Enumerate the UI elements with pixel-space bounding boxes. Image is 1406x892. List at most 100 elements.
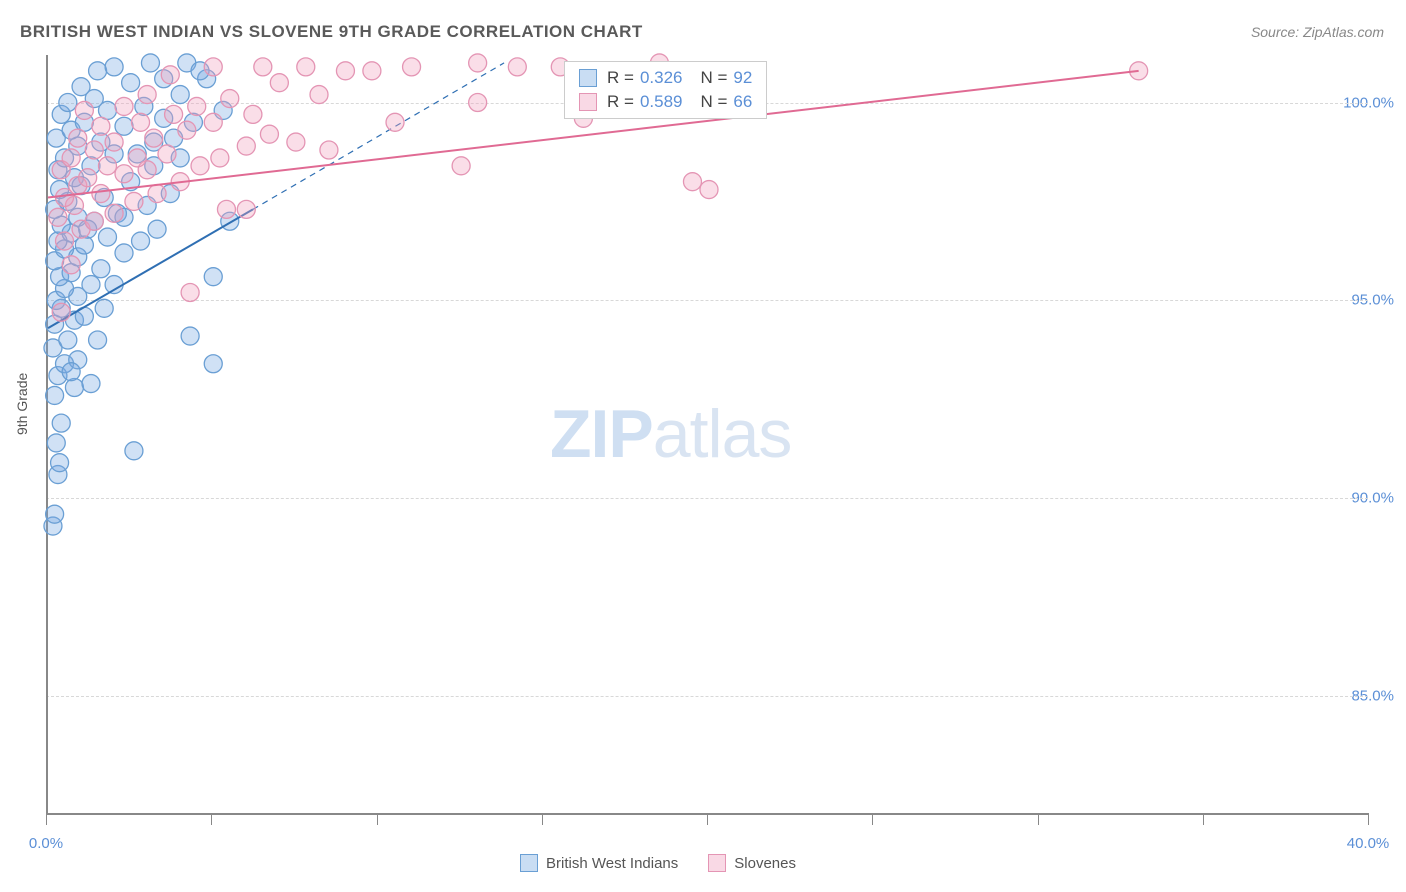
x-tick-label: 40.0% (1347, 835, 1390, 852)
n-value-0: 92 (733, 68, 752, 88)
scatter-point (89, 62, 107, 80)
legend-row-series-1: R = 0.589 N = 66 (565, 90, 766, 114)
scatter-point (148, 220, 166, 238)
scatter-point (65, 379, 83, 397)
series-legend: British West Indians Slovenes (520, 854, 796, 872)
scatter-point (171, 86, 189, 104)
scatter-point (105, 204, 123, 222)
scatter-point (46, 386, 64, 404)
scatter-point (122, 74, 140, 92)
scatter-point (125, 192, 143, 210)
scatter-point (89, 331, 107, 349)
scatter-point (204, 268, 222, 286)
scatter-point (181, 327, 199, 345)
r-value-0: 0.326 (640, 68, 683, 88)
scatter-point (204, 58, 222, 76)
legend-item-1: Slovenes (708, 854, 796, 872)
scatter-point (469, 94, 487, 112)
scatter-point (320, 141, 338, 159)
scatter-point (161, 66, 179, 84)
legend-label-0: British West Indians (546, 855, 678, 872)
scatter-point (62, 256, 80, 274)
scatter-point (51, 454, 69, 472)
scatter-point (469, 54, 487, 72)
legend-swatch-bottom-0 (520, 854, 538, 872)
scatter-point (211, 149, 229, 167)
legend-row-series-0: R = 0.326 N = 92 (565, 66, 766, 90)
scatter-point (254, 58, 272, 76)
scatter-point (181, 284, 199, 302)
scatter-point (59, 331, 77, 349)
scatter-point (132, 232, 150, 250)
legend-swatch-bottom-1 (708, 854, 726, 872)
scatter-point (700, 181, 718, 199)
scatter-point (297, 58, 315, 76)
scatter-point (56, 232, 74, 250)
source-attribution: Source: ZipAtlas.com (1251, 24, 1384, 40)
scatter-point (287, 133, 305, 151)
scatter-point (85, 141, 103, 159)
scatter-point (508, 58, 526, 76)
scatter-point (95, 299, 113, 317)
chart-plot-area (46, 55, 1368, 815)
scatter-point (244, 105, 262, 123)
scatter-point (336, 62, 354, 80)
scatter-point (191, 157, 209, 175)
scatter-point (363, 62, 381, 80)
scatter-point (47, 434, 65, 452)
scatter-point (683, 173, 701, 191)
scatter-point (115, 97, 133, 115)
scatter-point (125, 442, 143, 460)
scatter-point (115, 117, 133, 135)
n-label: N = (700, 68, 727, 88)
scatter-point (52, 414, 70, 432)
scatter-point (310, 86, 328, 104)
scatter-point (85, 212, 103, 230)
scatter-point (128, 149, 146, 167)
scatter-point (98, 228, 116, 246)
scatter-point (158, 145, 176, 163)
scatter-point (132, 113, 150, 131)
scatter-point (237, 137, 255, 155)
scatter-point (148, 185, 166, 203)
legend-swatch-1 (579, 93, 597, 111)
scatter-point (72, 78, 90, 96)
x-tick-mark (1368, 813, 1369, 825)
scatter-point (92, 117, 110, 135)
scatter-plot-svg (48, 55, 1368, 813)
y-axis-label: 9th Grade (14, 373, 30, 435)
scatter-point (82, 375, 100, 393)
r-value-1: 0.589 (640, 92, 683, 112)
scatter-point (69, 129, 87, 147)
r-label: R = (607, 92, 634, 112)
scatter-point (105, 58, 123, 76)
scatter-point (82, 276, 100, 294)
scatter-point (178, 121, 196, 139)
scatter-point (59, 94, 77, 112)
chart-title: BRITISH WEST INDIAN VS SLOVENE 9TH GRADE… (20, 22, 643, 42)
scatter-point (105, 133, 123, 151)
n-label: N = (700, 92, 727, 112)
scatter-point (62, 363, 80, 381)
scatter-point (386, 113, 404, 131)
scatter-point (92, 260, 110, 278)
scatter-point (217, 200, 235, 218)
x-tick-label: 0.0% (29, 835, 63, 852)
correlation-legend: R = 0.326 N = 92 R = 0.589 N = 66 (564, 61, 767, 119)
scatter-point (145, 129, 163, 147)
scatter-point (49, 208, 67, 226)
legend-swatch-0 (579, 69, 597, 87)
scatter-point (188, 97, 206, 115)
scatter-point (46, 505, 64, 523)
scatter-point (141, 54, 159, 72)
scatter-point (138, 86, 156, 104)
scatter-point (260, 125, 278, 143)
scatter-point (221, 90, 239, 108)
legend-label-1: Slovenes (734, 855, 796, 872)
scatter-point (98, 157, 116, 175)
scatter-point (52, 303, 70, 321)
scatter-point (452, 157, 470, 175)
scatter-point (115, 244, 133, 262)
scatter-point (204, 113, 222, 131)
scatter-point (79, 169, 97, 187)
